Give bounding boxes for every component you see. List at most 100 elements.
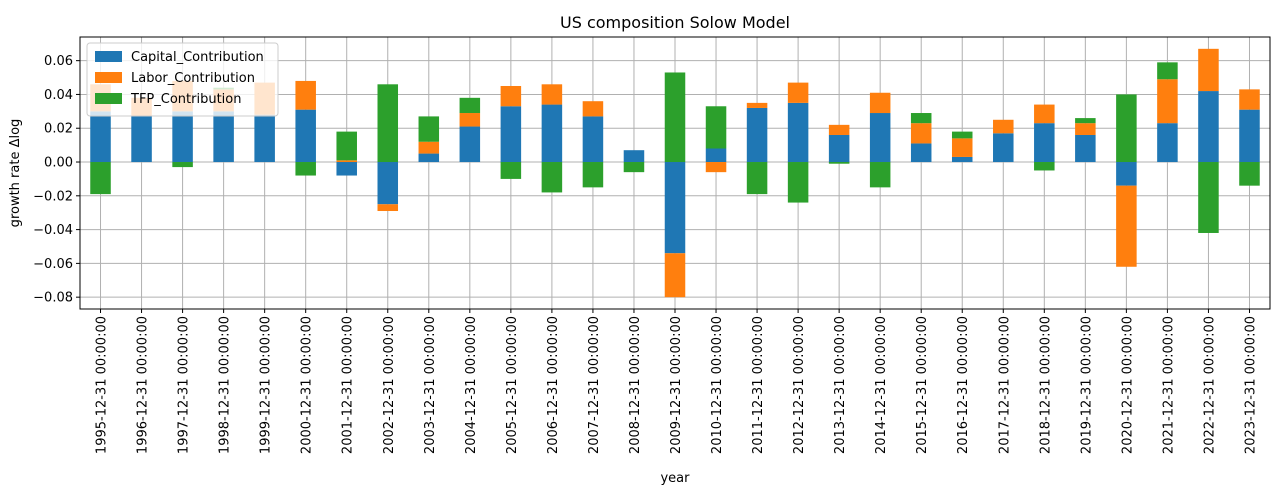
bar-tfp-contribution — [1075, 118, 1096, 124]
bars — [90, 48, 1260, 298]
legend-label: TFP_Contribution — [130, 92, 241, 107]
bar-capital-contribution — [254, 114, 275, 163]
bar-tfp-contribution — [336, 131, 357, 161]
bar-tfp-contribution — [1116, 94, 1137, 163]
bar-tfp-contribution — [172, 162, 193, 168]
x-tick-label: 2000-12-31 00:00:00 — [300, 316, 315, 454]
x-tick-label: 2005-12-31 00:00:00 — [505, 316, 520, 454]
bar-tfp-contribution — [500, 162, 522, 179]
bar-capital-contribution — [295, 109, 316, 163]
bar-tfp-contribution — [787, 162, 809, 203]
bar-capital-contribution — [131, 116, 152, 163]
legend: Capital_Contribution Labor_Contribution TF… — [86, 42, 279, 117]
x-axis-title: year — [660, 471, 690, 486]
bar-capital-contribution — [664, 162, 686, 254]
bar-tfp-contribution — [623, 162, 645, 173]
bar-labor-contribution — [541, 84, 563, 105]
bar-labor-contribution — [418, 141, 440, 154]
bar-labor-contribution — [500, 85, 522, 107]
bar-capital-contribution — [459, 126, 481, 163]
x-tick-label: 2015-12-31 00:00:00 — [915, 316, 930, 454]
x-tick-label: 2017-12-31 00:00:00 — [997, 316, 1012, 454]
y-tick-label: 0.06 — [44, 54, 73, 69]
bar-capital-contribution — [1116, 162, 1137, 186]
bar-tfp-contribution — [869, 162, 891, 188]
bar-capital-contribution — [500, 106, 522, 163]
bar-labor-contribution — [705, 162, 727, 173]
y-axis-ticks: −0.08 −0.06 −0.04 −0.02 0.00 0.02 0.04 0.06 — [33, 54, 80, 306]
bar-tfp-contribution — [910, 113, 932, 124]
bar-labor-contribution — [746, 102, 768, 108]
bar-labor-contribution — [1239, 89, 1260, 110]
bar-labor-contribution — [787, 82, 809, 103]
bar-labor-contribution — [582, 101, 604, 117]
x-tick-label: 2008-12-31 00:00:00 — [628, 316, 643, 454]
bar-capital-contribution — [705, 148, 727, 163]
x-tick-label: 2007-12-31 00:00:00 — [587, 316, 602, 454]
bar-capital-contribution — [377, 162, 399, 205]
bar-tfp-contribution — [90, 162, 111, 195]
bar-tfp-contribution — [828, 162, 850, 164]
x-tick-label: 2022-12-31 00:00:00 — [1202, 316, 1217, 454]
bar-capital-contribution — [623, 150, 645, 163]
bar-capital-contribution — [90, 111, 111, 163]
x-tick-label: 2013-12-31 00:00:00 — [833, 316, 848, 454]
bar-tfp-contribution — [1034, 162, 1055, 171]
bar-tfp-contribution — [1157, 62, 1178, 80]
bar-labor-contribution — [828, 124, 850, 135]
bar-capital-contribution — [582, 116, 604, 163]
bar-tfp-contribution — [459, 97, 481, 114]
y-tick-label: −0.06 — [33, 257, 73, 272]
bar-capital-contribution — [910, 143, 932, 163]
x-axis-ticks: 1995-12-31 00:00:00 1996-12-31 00:00:00 19… — [95, 309, 1258, 454]
x-tick-label: 2014-12-31 00:00:00 — [874, 316, 889, 454]
x-tick-label: 1997-12-31 00:00:00 — [177, 316, 192, 454]
bar-tfp-contribution — [951, 131, 973, 139]
x-tick-label: 2021-12-31 00:00:00 — [1161, 316, 1176, 454]
bar-labor-contribution — [993, 119, 1014, 134]
y-tick-label: −0.04 — [33, 223, 73, 238]
legend-box — [86, 42, 279, 117]
bar-tfp-contribution — [1239, 162, 1260, 186]
bar-capital-contribution — [828, 134, 850, 163]
bar-capital-contribution — [172, 111, 193, 163]
x-tick-label: 2003-12-31 00:00:00 — [423, 316, 438, 454]
x-tick-label: 2004-12-31 00:00:00 — [464, 316, 479, 454]
bar-labor-contribution — [377, 204, 399, 212]
legend-swatch — [95, 51, 122, 62]
bar-labor-contribution — [910, 123, 932, 144]
x-tick-label: 2009-12-31 00:00:00 — [669, 316, 684, 454]
legend-label: Capital_Contribution — [131, 50, 264, 65]
x-tick-label: 1995-12-31 00:00:00 — [95, 316, 110, 454]
bar-capital-contribution — [951, 156, 973, 163]
bar-capital-contribution — [1157, 123, 1178, 163]
bar-labor-contribution — [1198, 48, 1219, 92]
x-tick-label: 1996-12-31 00:00:00 — [136, 316, 151, 454]
bar-capital-contribution — [869, 113, 891, 163]
x-tick-label: 2002-12-31 00:00:00 — [382, 316, 397, 454]
y-tick-label: 0.04 — [44, 88, 73, 103]
bar-capital-contribution — [1198, 91, 1219, 163]
bar-capital-contribution — [213, 111, 234, 163]
bar-labor-contribution — [1075, 123, 1096, 135]
bar-capital-contribution — [787, 102, 809, 163]
bar-capital-contribution — [541, 104, 563, 163]
bar-labor-contribution — [951, 138, 973, 157]
x-tick-label: 2016-12-31 00:00:00 — [956, 316, 971, 454]
bar-tfp-contribution — [582, 162, 604, 188]
bar-tfp-contribution — [664, 72, 686, 163]
legend-swatch — [95, 93, 122, 104]
bar-tfp-contribution — [1198, 162, 1219, 233]
bar-labor-contribution — [1034, 104, 1055, 124]
bar-labor-contribution — [1116, 185, 1137, 267]
x-tick-label: 1998-12-31 00:00:00 — [218, 316, 233, 454]
bar-labor-contribution — [1157, 79, 1178, 124]
y-tick-label: 0.00 — [44, 156, 73, 171]
bar-capital-contribution — [1239, 109, 1260, 163]
legend-label: Labor_Contribution — [131, 71, 255, 86]
x-tick-label: 2012-12-31 00:00:00 — [792, 316, 807, 454]
bar-capital-contribution — [993, 133, 1014, 163]
bar-labor-contribution — [459, 113, 481, 127]
x-tick-label: 2023-12-31 00:00:00 — [1243, 316, 1258, 454]
